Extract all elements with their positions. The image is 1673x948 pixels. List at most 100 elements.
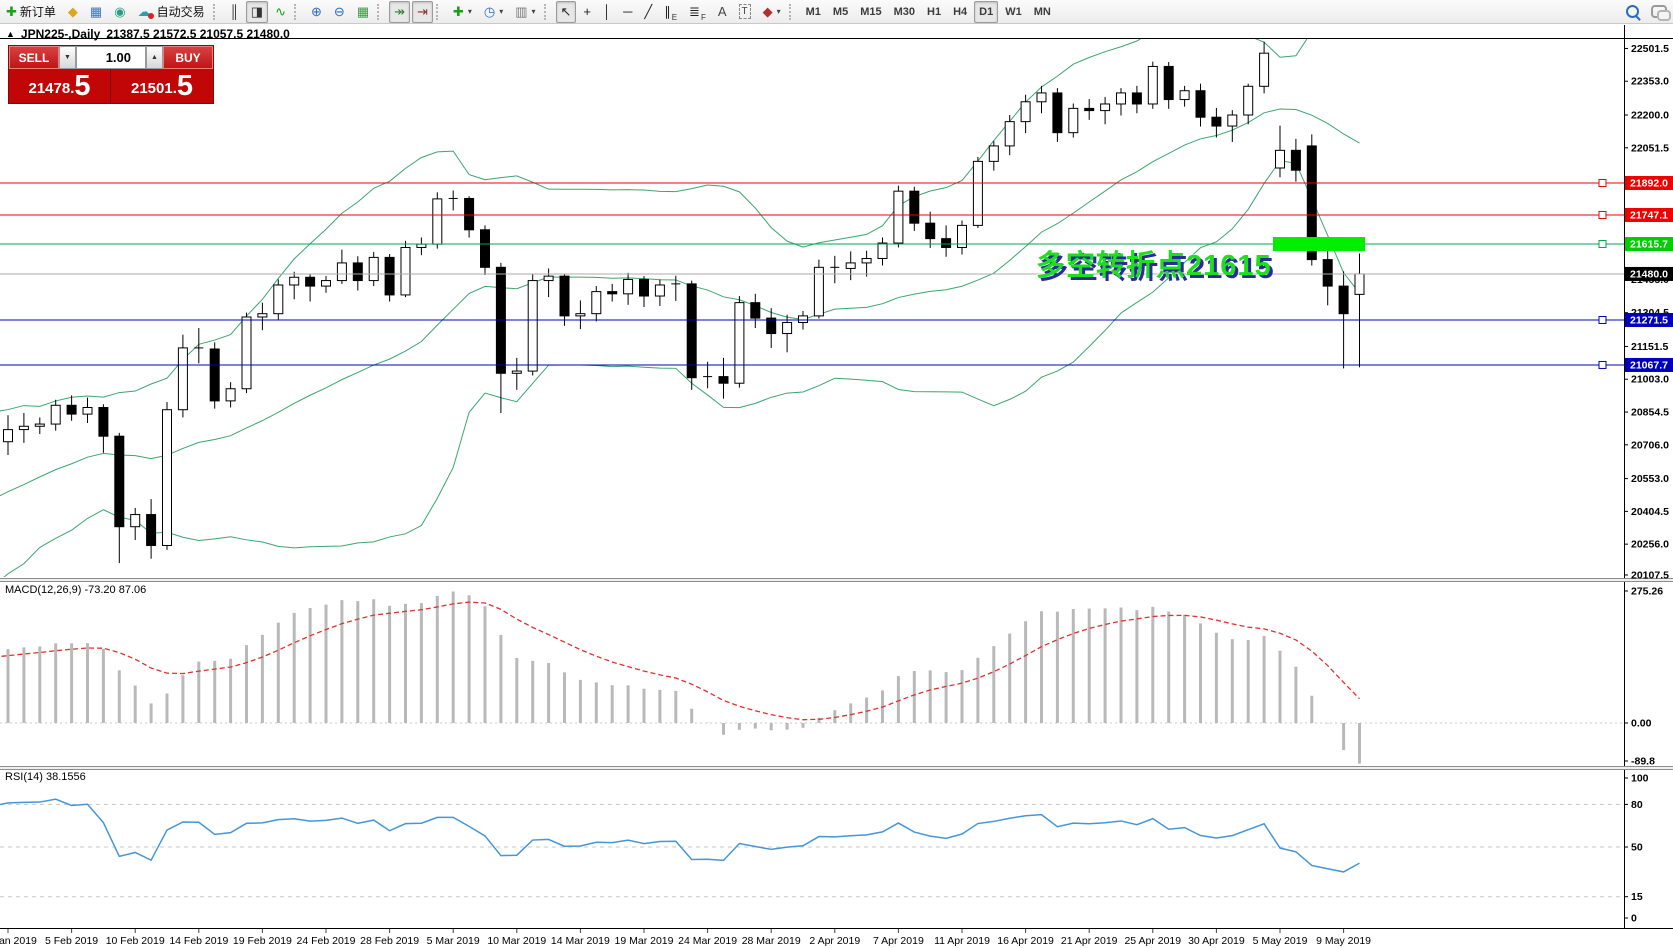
collapse-panel-icon[interactable]: ▲	[6, 29, 15, 39]
tf-h1-button[interactable]: H1	[922, 1, 946, 23]
crosshair-icon: +	[583, 4, 592, 19]
svg-text:20854.5: 20854.5	[1631, 407, 1669, 419]
tf-mn-button-label: MN	[1033, 5, 1051, 18]
svg-text:24 Mar 2019: 24 Mar 2019	[678, 935, 737, 947]
horizontal-line-icon: ─	[623, 4, 633, 19]
svg-text:11 Apr 2019: 11 Apr 2019	[934, 935, 990, 947]
svg-text:20107.5: 20107.5	[1631, 570, 1669, 582]
sell-button[interactable]: SELL	[9, 46, 59, 69]
zoom-in-button[interactable]: ⊕	[306, 1, 327, 23]
search-button[interactable]	[1621, 1, 1644, 23]
channel-button[interactable]: ∥ E	[659, 1, 682, 23]
date-axis[interactable]: 31 Jan 2019 5 Feb 2019 10 Feb 2019 14 Feb 2…	[0, 929, 1371, 947]
arrows-button[interactable]: ◆ ▾	[758, 1, 786, 23]
autotrading-button-label: 自动交易	[156, 5, 205, 19]
rsi-indicator-label: RSI(14) 38.1556	[5, 771, 86, 783]
new-order-icon: ✚	[6, 4, 17, 19]
template-button[interactable]: ▥ ▾	[510, 1, 540, 23]
chart-shift-button[interactable]: ⇥	[412, 0, 433, 23]
fibonacci-button-sub-label: F	[700, 12, 706, 22]
autotrading-button[interactable]: ☁ 自动交易	[133, 1, 210, 23]
line-chart-button[interactable]: ∿	[270, 1, 291, 23]
chart-symbol-period: JPN225-,Daily	[20, 27, 101, 41]
tf-d1-button[interactable]: D1	[974, 0, 999, 23]
fibonacci-button[interactable]: ≣ F	[684, 1, 711, 23]
new-order-button[interactable]: ✚ 新订单	[1, 1, 61, 23]
chart-title-bar: ▲ JPN225-,Daily 21387.5 21572.5 21057.5 …	[6, 27, 290, 41]
buy-price[interactable]: 21501. 5	[111, 69, 213, 103]
favorites-icon[interactable]: ◆	[63, 1, 83, 23]
auto-scroll-button[interactable]: ↠	[389, 0, 411, 23]
candlestick-chart-button[interactable]: ◨	[245, 0, 269, 23]
chart-shift-icon: ⇥	[417, 4, 428, 19]
chart-window: 22501.522353.022200.022051.521903.021751…	[0, 24, 1673, 948]
text-label-button[interactable]: T	[734, 1, 756, 23]
svg-text:0: 0	[1631, 913, 1637, 925]
svg-text:21 Apr 2019: 21 Apr 2019	[1061, 935, 1118, 947]
channel-icon: ∥	[664, 4, 671, 19]
tf-m15-button[interactable]: M15	[855, 1, 886, 23]
svg-text:28 Mar 2019: 28 Mar 2019	[742, 935, 801, 947]
svg-text:21151.5: 21151.5	[1631, 341, 1669, 353]
text-button[interactable]: A	[713, 1, 732, 23]
zoom-out-button[interactable]: ⊖	[329, 1, 350, 23]
period-icon: ◷	[483, 4, 496, 19]
sell-price-big: 5	[74, 70, 91, 102]
signals-icon[interactable]: ◉	[109, 1, 130, 23]
tf-w1-button-label: W1	[1005, 5, 1022, 18]
svg-text:-89.8: -89.8	[1631, 756, 1655, 768]
svg-text:22200.0: 22200.0	[1631, 110, 1669, 122]
signals-icon-icon: ◉	[114, 4, 126, 19]
svg-text:100: 100	[1631, 773, 1649, 785]
template-icon: ▥	[515, 4, 528, 19]
trendline-button[interactable]: ╱	[639, 1, 657, 23]
cursor-icon: ↖	[560, 4, 572, 19]
favorites-icon-icon: ◆	[67, 4, 78, 19]
svg-text:5 Mar 2019: 5 Mar 2019	[427, 935, 480, 947]
tile-windows-button[interactable]: ▦	[352, 1, 374, 23]
chat-icon	[1651, 5, 1671, 21]
volume-input[interactable]: 1.00	[76, 46, 146, 69]
sell-price[interactable]: 21478. 5	[9, 69, 111, 103]
svg-text:24 Feb 2019: 24 Feb 2019	[297, 935, 356, 947]
volume-decrease-button[interactable]: ▼	[59, 46, 76, 69]
toolbar-group-timeframes: M1 M5 M15 M30 H1 H4 D1 W1 MN	[800, 0, 1057, 24]
buy-button[interactable]: BUY	[163, 46, 213, 69]
cursor-button[interactable]: ↖	[555, 0, 577, 23]
svg-text:21271.5: 21271.5	[1630, 314, 1668, 326]
tf-m1-button[interactable]: M1	[801, 1, 826, 23]
svg-text:20706.0: 20706.0	[1631, 439, 1669, 451]
hlines-layer	[0, 179, 1624, 369]
svg-text:21480.0: 21480.0	[1630, 268, 1668, 280]
buy-price-main: 21501.	[130, 80, 177, 97]
price-axis[interactable]: 22501.522353.022200.022051.521903.021751…	[1624, 43, 1673, 582]
toolbar-grip	[435, 3, 445, 20]
tf-h4-button[interactable]: H4	[948, 1, 972, 23]
toolbar-group-scroll: ↠ ⇥	[388, 0, 434, 24]
subwindow-axes: 275.26 0.00 -89.8 100 80 50 15 0	[1624, 586, 1663, 925]
chevron-down-icon: ▾	[499, 7, 504, 16]
tf-m5-button[interactable]: M5	[828, 1, 853, 23]
tf-m30-button[interactable]: M30	[889, 1, 920, 23]
vertical-line-button[interactable]: │	[598, 1, 616, 23]
bar-chart-button[interactable]: ║	[225, 1, 244, 23]
svg-text:20404.5: 20404.5	[1631, 506, 1669, 518]
chart-canvas[interactable]: 22501.522353.022200.022051.521903.021751…	[0, 24, 1673, 948]
charts-window-icon[interactable]: ▦	[85, 1, 107, 23]
svg-text:10 Feb 2019: 10 Feb 2019	[106, 935, 165, 947]
horizontal-line-button[interactable]: ─	[618, 1, 637, 23]
chat-button[interactable]	[1646, 1, 1672, 23]
charts-window-icon-icon: ▦	[89, 4, 103, 19]
tf-w1-button[interactable]: W1	[1000, 1, 1027, 23]
tf-m15-button-label: M15	[860, 5, 882, 18]
add-indicator-button[interactable]: ✚ ▾	[448, 1, 477, 23]
autotrading-button-status-dot	[147, 12, 154, 19]
crosshair-button[interactable]: +	[578, 1, 596, 23]
tf-mn-button[interactable]: MN	[1029, 1, 1056, 23]
period-button[interactable]: ◷ ▾	[479, 1, 508, 23]
toolbar-group-chart-type: ║ ◨ ∿	[224, 0, 292, 24]
highlight-bar[interactable]	[1273, 236, 1365, 251]
volume-increase-button[interactable]: ▲	[146, 46, 163, 69]
tf-m1-button-label: M1	[805, 5, 821, 18]
